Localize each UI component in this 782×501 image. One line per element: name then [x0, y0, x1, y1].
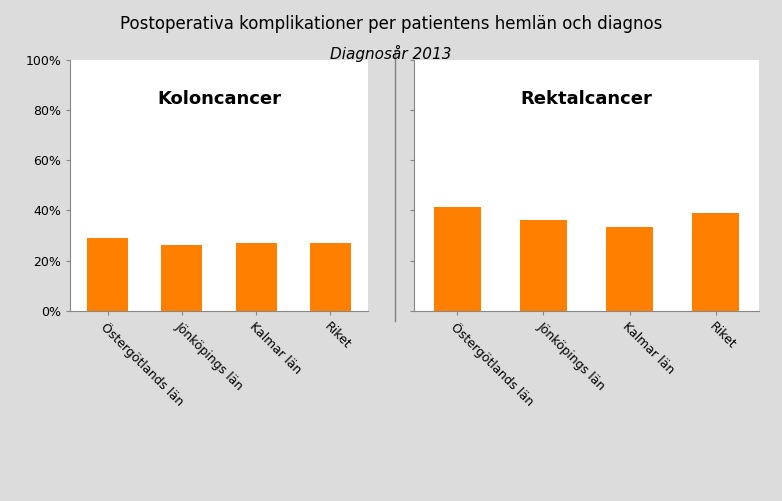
- Text: Koloncancer: Koloncancer: [157, 90, 281, 108]
- Text: Diagnosår 2013: Diagnosår 2013: [330, 45, 452, 62]
- Text: Rektalcancer: Rektalcancer: [521, 90, 652, 108]
- Bar: [310, 243, 351, 311]
- Bar: [520, 220, 567, 311]
- Bar: [87, 238, 128, 311]
- Text: Postoperativa komplikationer per patientens hemlän och diagnos: Postoperativa komplikationer per patient…: [120, 15, 662, 33]
- Bar: [692, 213, 739, 311]
- Bar: [606, 226, 653, 311]
- Bar: [161, 245, 203, 311]
- Bar: [434, 207, 481, 311]
- Bar: [235, 243, 277, 311]
